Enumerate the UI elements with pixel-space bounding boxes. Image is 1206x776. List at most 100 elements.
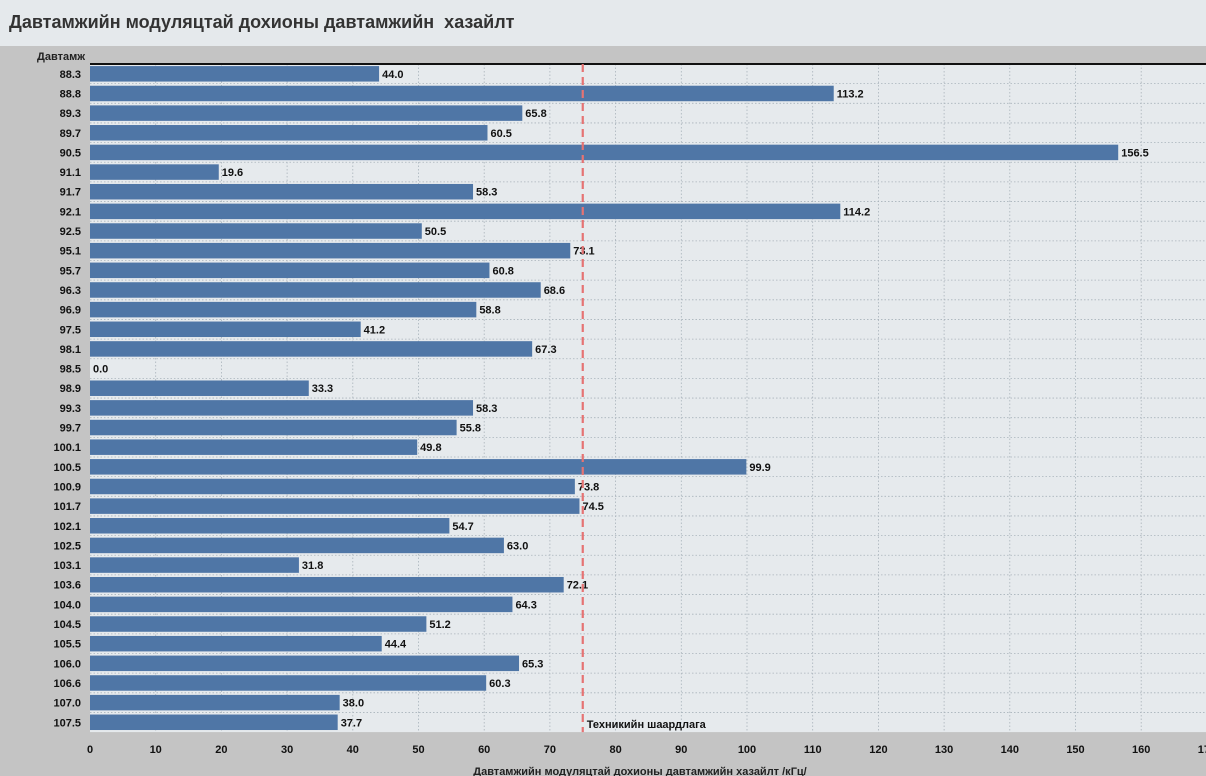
value-label-106.6: 60.3 bbox=[489, 678, 510, 690]
bar-103.1 bbox=[90, 557, 299, 573]
bar-105.5 bbox=[90, 635, 382, 652]
x-tick-10: 10 bbox=[150, 744, 162, 756]
category-label-98.1: 98.1 bbox=[60, 344, 81, 356]
bar-96.9 bbox=[90, 301, 477, 318]
value-label-101.7: 74.5 bbox=[582, 501, 603, 513]
category-label-89.3: 89.3 bbox=[60, 108, 81, 120]
category-label-92.1: 92.1 bbox=[60, 206, 81, 218]
category-label-103.1: 103.1 bbox=[53, 560, 81, 572]
category-label-103.6: 103.6 bbox=[53, 580, 81, 592]
value-label-102.5: 63.0 bbox=[507, 540, 528, 552]
bars-group: 44.0 113.2 65.8 60.5 156.5 19.6 58.3 114.2 50.5 7… bbox=[90, 66, 1149, 731]
category-label-88.3: 88.3 bbox=[60, 69, 81, 81]
value-label-100.9: 73.8 bbox=[578, 481, 599, 493]
x-tick-labels: 0 10 20 30 40 50 60 70 80 90 100 110 120 130 140 150 160… bbox=[87, 744, 1206, 756]
category-label-90.5: 90.5 bbox=[60, 147, 81, 159]
category-label-99.7: 99.7 bbox=[60, 423, 81, 435]
value-label-107.5: 37.7 bbox=[341, 717, 362, 729]
value-label-91.1: 19.6 bbox=[222, 167, 243, 179]
value-label-92.5: 50.5 bbox=[425, 226, 446, 238]
value-label-89.3: 65.8 bbox=[525, 108, 546, 120]
bar-90.5 bbox=[90, 144, 1119, 161]
category-label-102.1: 102.1 bbox=[53, 521, 81, 533]
x-tick-20: 20 bbox=[215, 744, 227, 756]
x-tick-90: 90 bbox=[675, 744, 687, 756]
category-label-100.9: 100.9 bbox=[53, 481, 81, 493]
value-label-95.1: 73.1 bbox=[573, 246, 594, 258]
category-labels: 88.3 88.8 89.3 89.7 90.5 91.1 91.7 92.1 92.5 95.1… bbox=[53, 69, 81, 729]
bar-107.0 bbox=[90, 694, 340, 711]
bar-95.7 bbox=[90, 262, 490, 279]
value-label-97.5: 41.2 bbox=[364, 324, 385, 336]
category-label-102.5: 102.5 bbox=[53, 540, 81, 552]
bar-107.5 bbox=[90, 714, 338, 731]
bar-100.5 bbox=[90, 459, 747, 475]
x-tick-40: 40 bbox=[347, 744, 359, 756]
y-axis-label: Давтамж bbox=[37, 51, 85, 63]
x-tick-50: 50 bbox=[412, 744, 424, 756]
bar-100.1 bbox=[90, 439, 418, 455]
page-title: Давтамжийн модуляцтай дохионы давтамжийн… bbox=[9, 12, 515, 32]
x-tick-170: 170 bbox=[1198, 744, 1206, 756]
category-label-107.5: 107.5 bbox=[53, 717, 81, 729]
category-label-105.5: 105.5 bbox=[53, 639, 81, 651]
value-label-92.1: 114.2 bbox=[843, 206, 870, 218]
value-label-103.1: 31.8 bbox=[302, 560, 323, 572]
category-label-96.3: 96.3 bbox=[60, 285, 81, 297]
bar-88.3 bbox=[90, 66, 380, 82]
x-tick-70: 70 bbox=[544, 744, 556, 756]
category-label-101.7: 101.7 bbox=[53, 501, 81, 513]
category-label-89.7: 89.7 bbox=[60, 128, 81, 140]
value-label-100.1: 49.8 bbox=[420, 442, 441, 454]
bar-100.9 bbox=[90, 478, 575, 495]
category-label-88.8: 88.8 bbox=[60, 88, 81, 100]
value-label-95.7: 60.8 bbox=[492, 265, 513, 277]
bar-chart: 44.0 113.2 65.8 60.5 156.5 19.6 58.3 114.2 50.5 7… bbox=[37, 51, 1206, 776]
x-tick-100: 100 bbox=[738, 744, 756, 756]
category-label-95.7: 95.7 bbox=[60, 265, 81, 277]
category-label-100.1: 100.1 bbox=[53, 442, 81, 454]
category-label-100.5: 100.5 bbox=[53, 462, 81, 474]
x-tick-110: 110 bbox=[804, 744, 822, 756]
x-tick-160: 160 bbox=[1132, 744, 1150, 756]
category-label-98.9: 98.9 bbox=[60, 383, 81, 395]
value-label-88.8: 113.2 bbox=[837, 88, 864, 100]
x-tick-0: 0 bbox=[87, 744, 93, 756]
value-label-106.0: 65.3 bbox=[522, 658, 543, 670]
value-label-99.7: 55.8 bbox=[460, 423, 481, 435]
bar-103.6 bbox=[90, 576, 564, 593]
category-label-91.7: 91.7 bbox=[60, 187, 81, 199]
bar-95.1 bbox=[90, 242, 571, 259]
value-label-103.6: 72.1 bbox=[567, 580, 588, 592]
category-label-98.5: 98.5 bbox=[60, 364, 81, 376]
x-tick-30: 30 bbox=[281, 744, 293, 756]
x-tick-60: 60 bbox=[478, 744, 490, 756]
bar-106.0 bbox=[90, 655, 520, 672]
bar-102.5 bbox=[90, 537, 504, 554]
category-label-91.1: 91.1 bbox=[60, 167, 81, 179]
x-tick-120: 120 bbox=[869, 744, 887, 756]
value-label-98.5: 0.0 bbox=[93, 364, 108, 376]
value-label-96.3: 68.6 bbox=[544, 285, 565, 297]
category-label-104.0: 104.0 bbox=[53, 599, 81, 611]
bar-98.9 bbox=[90, 380, 309, 396]
bar-92.5 bbox=[90, 223, 422, 239]
value-label-91.7: 58.3 bbox=[476, 187, 497, 199]
value-label-102.1: 54.7 bbox=[452, 521, 473, 533]
bar-91.1 bbox=[90, 164, 219, 180]
bar-102.1 bbox=[90, 518, 450, 534]
bar-104.0 bbox=[90, 596, 513, 613]
x-tick-80: 80 bbox=[609, 744, 621, 756]
bar-96.3 bbox=[90, 282, 541, 298]
category-label-104.5: 104.5 bbox=[53, 619, 81, 631]
title-bar: Давтамжийн модуляцтай дохионы давтамжийн… bbox=[0, 0, 1206, 46]
value-label-104.0: 64.3 bbox=[515, 599, 536, 611]
bar-91.7 bbox=[90, 183, 474, 200]
reference-line-group: Техникийн шаардлага bbox=[581, 64, 707, 733]
category-label-95.1: 95.1 bbox=[60, 246, 81, 258]
x-axis-label: Давтамжийн модуляцтай дохионы давтамжийн… bbox=[473, 766, 807, 776]
value-label-98.1: 67.3 bbox=[535, 344, 556, 356]
value-label-104.5: 51.2 bbox=[429, 619, 450, 631]
bar-99.3 bbox=[90, 400, 474, 416]
grid-lines bbox=[90, 64, 1206, 733]
